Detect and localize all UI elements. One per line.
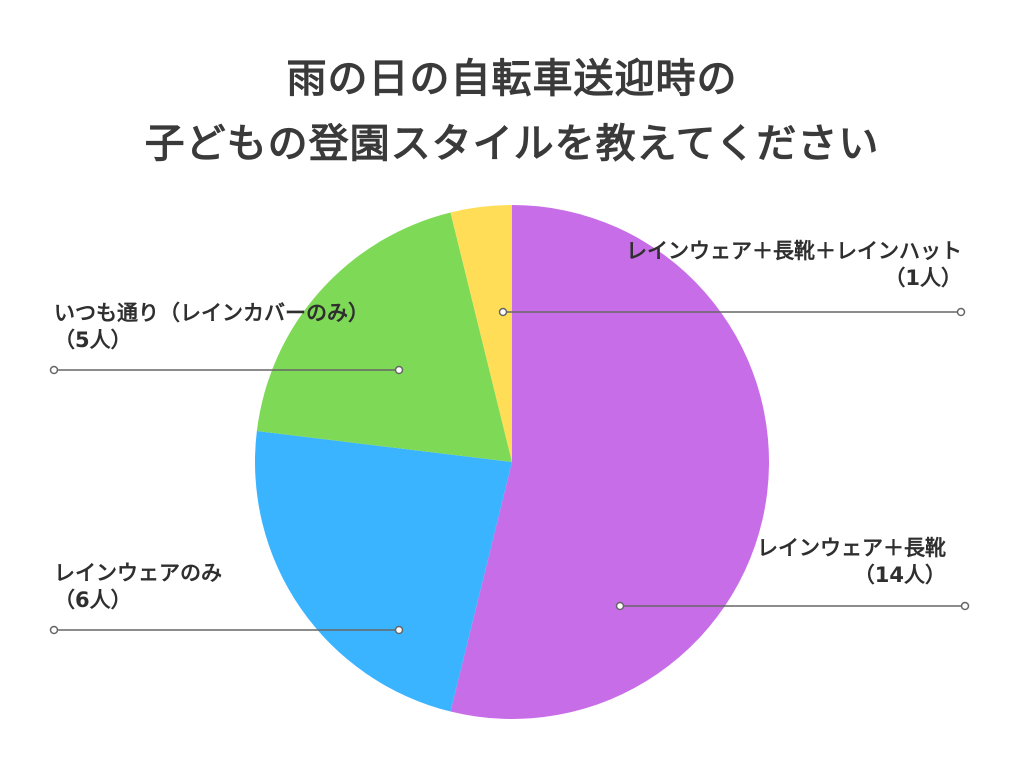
slice-count-text: （1人） xyxy=(884,266,962,290)
slice-label-text: レインウェアのみ xyxy=(54,561,222,585)
leader-dot xyxy=(960,601,970,611)
slice-count-text: （14人） xyxy=(853,563,946,587)
slice-label-text: いつも通り（レインカバーのみ） xyxy=(54,301,369,325)
slice-label-raincoat-only: レインウェアのみ （6人） xyxy=(54,560,222,614)
slice-raincoat-only xyxy=(254,431,513,712)
slice-raincoat-boots-hat xyxy=(450,205,512,462)
leader-dot xyxy=(49,625,59,635)
chart-title-line-2: 子どもの登園スタイルを教えてください xyxy=(144,121,880,167)
slice-label-text: レインウェア＋長靴＋レインハット xyxy=(626,239,962,263)
slice-raincoat-boots xyxy=(450,205,770,720)
slice-label-as-usual: いつも通り（レインカバーのみ） （5人） xyxy=(54,300,369,354)
leader-dot xyxy=(394,625,404,635)
slice-label-raincoat-boots-hat: レインウェア＋長靴＋レインハット （1人） xyxy=(626,238,962,292)
slice-label-text: レインウェア＋長靴 xyxy=(757,536,946,560)
slice-count-text: （5人） xyxy=(54,328,132,352)
leader-dot xyxy=(394,365,404,375)
pie-slices xyxy=(254,205,770,720)
leader-dot xyxy=(956,307,966,317)
chart-title-line-1: 雨の日の自転車送迎時の xyxy=(286,56,738,102)
leader-dot xyxy=(49,365,59,375)
leader-dot xyxy=(615,601,625,611)
slice-label-raincoat-boots: レインウェア＋長靴 （14人） xyxy=(757,535,946,589)
slice-as-usual xyxy=(256,212,512,462)
slice-count-text: （6人） xyxy=(54,588,132,612)
leader-lines xyxy=(49,307,970,635)
leader-dot xyxy=(498,307,508,317)
